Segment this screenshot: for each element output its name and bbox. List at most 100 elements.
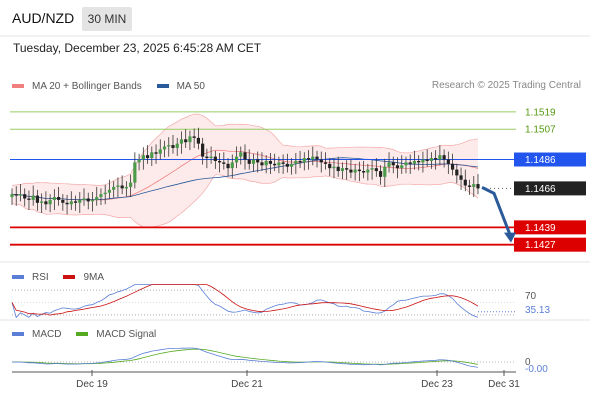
candle bbox=[357, 161, 361, 182]
candle-body bbox=[82, 198, 86, 200]
legend-item-ma20-bollinger[interactable]: MA 20 + Bollinger Bands bbox=[12, 81, 142, 92]
candle-body bbox=[387, 162, 391, 167]
candle-body bbox=[383, 166, 387, 177]
candle-body bbox=[158, 149, 162, 154]
candle-body bbox=[374, 168, 378, 172]
candle-body bbox=[73, 201, 78, 203]
candle-body bbox=[417, 160, 421, 163]
candle-body bbox=[366, 169, 370, 173]
candle bbox=[408, 154, 412, 174]
candle-body bbox=[27, 198, 31, 200]
candle-body bbox=[213, 156, 217, 161]
candle bbox=[273, 153, 277, 172]
candle bbox=[434, 150, 438, 170]
timeframe-badge[interactable]: 30 MIN bbox=[82, 7, 132, 31]
candle-body bbox=[112, 186, 116, 190]
candle bbox=[133, 152, 137, 189]
main-legend: MA 20 + Bollinger Bands MA 50 bbox=[12, 80, 217, 92]
candle bbox=[391, 156, 395, 174]
candle bbox=[285, 153, 289, 173]
candle-body bbox=[336, 166, 340, 172]
legend-swatch-rsi bbox=[12, 275, 24, 279]
current-price-box bbox=[514, 181, 586, 196]
x-tick-label: Dec 31 bbox=[488, 379, 520, 390]
candle bbox=[277, 156, 281, 174]
x-tick-label: Dec 19 bbox=[76, 379, 108, 390]
candle bbox=[188, 130, 192, 151]
candle-body bbox=[408, 162, 412, 164]
candle bbox=[383, 158, 387, 187]
timestamp: Tuesday, December 23, 2025 6:45:28 AM CE… bbox=[13, 41, 262, 55]
candle-body bbox=[273, 163, 277, 166]
level-label-1.1486: 1.1486 bbox=[525, 155, 556, 166]
candle-body bbox=[103, 192, 107, 195]
legend-item-macd-signal[interactable]: MACD Signal bbox=[76, 329, 156, 340]
candle-body bbox=[99, 194, 103, 198]
candle bbox=[442, 149, 446, 168]
candle bbox=[175, 137, 179, 156]
level-label-box-1.1427 bbox=[514, 237, 586, 252]
rsi-line bbox=[11, 284, 479, 319]
candle bbox=[340, 162, 345, 179]
legend-item-macd[interactable]: MACD bbox=[12, 329, 61, 340]
candle bbox=[459, 167, 463, 190]
candle-body bbox=[175, 143, 179, 148]
candle bbox=[256, 151, 260, 173]
candle bbox=[412, 150, 417, 170]
level-label-1.1439: 1.1439 bbox=[525, 223, 556, 234]
candle-body bbox=[260, 162, 264, 166]
candle-body bbox=[48, 199, 52, 205]
candle bbox=[65, 194, 69, 215]
candle-body bbox=[120, 185, 124, 189]
candle-body bbox=[391, 162, 395, 166]
candle bbox=[366, 163, 370, 181]
candle bbox=[99, 188, 103, 205]
legend-item-ma50[interactable]: MA 50 bbox=[156, 81, 205, 92]
bollinger-band-fill bbox=[12, 114, 478, 228]
candle bbox=[27, 190, 31, 211]
candle-body bbox=[349, 169, 353, 173]
legend-label-9ma: 9MA bbox=[83, 271, 105, 283]
credit-text: Research © 2025 Trading Central bbox=[431, 80, 581, 91]
candle bbox=[362, 160, 366, 179]
candle-body bbox=[116, 185, 120, 187]
candle-body bbox=[395, 165, 400, 169]
candle bbox=[332, 158, 336, 179]
candle bbox=[129, 174, 133, 198]
candle bbox=[171, 134, 175, 154]
candle bbox=[345, 160, 349, 180]
candle bbox=[290, 158, 294, 175]
candle-body bbox=[459, 175, 463, 180]
forecast-arrow-head bbox=[504, 232, 516, 243]
forecast-arrow-line bbox=[481, 186, 512, 236]
candle bbox=[192, 128, 196, 148]
legend-label-rsi: RSI bbox=[32, 271, 49, 283]
candle bbox=[48, 194, 52, 213]
candle bbox=[239, 146, 243, 165]
candle-body bbox=[107, 189, 112, 193]
candle bbox=[281, 154, 285, 174]
candle-body bbox=[10, 194, 14, 198]
header-bar: AUD/NZD 30 MIN bbox=[0, 0, 590, 36]
candle bbox=[14, 186, 18, 206]
candle bbox=[179, 131, 184, 154]
candle bbox=[421, 151, 425, 173]
legend-item-rsi[interactable]: RSI bbox=[12, 272, 49, 283]
candle bbox=[298, 150, 302, 169]
candle-body bbox=[234, 156, 239, 163]
candle-body bbox=[239, 152, 243, 157]
candle bbox=[463, 169, 467, 192]
candle bbox=[370, 160, 374, 180]
macd-zero-label: 0 bbox=[525, 357, 531, 368]
legend-label-ma20: MA 20 + Bollinger Bands bbox=[32, 80, 142, 92]
candle bbox=[90, 191, 95, 212]
candle bbox=[78, 191, 82, 213]
candle bbox=[264, 155, 268, 174]
candle bbox=[57, 186, 61, 206]
legend-item-9ma[interactable]: 9MA bbox=[63, 272, 104, 283]
candle bbox=[251, 153, 256, 172]
candle-body bbox=[137, 159, 141, 163]
candle-body bbox=[18, 194, 23, 196]
candle-body bbox=[404, 162, 408, 166]
